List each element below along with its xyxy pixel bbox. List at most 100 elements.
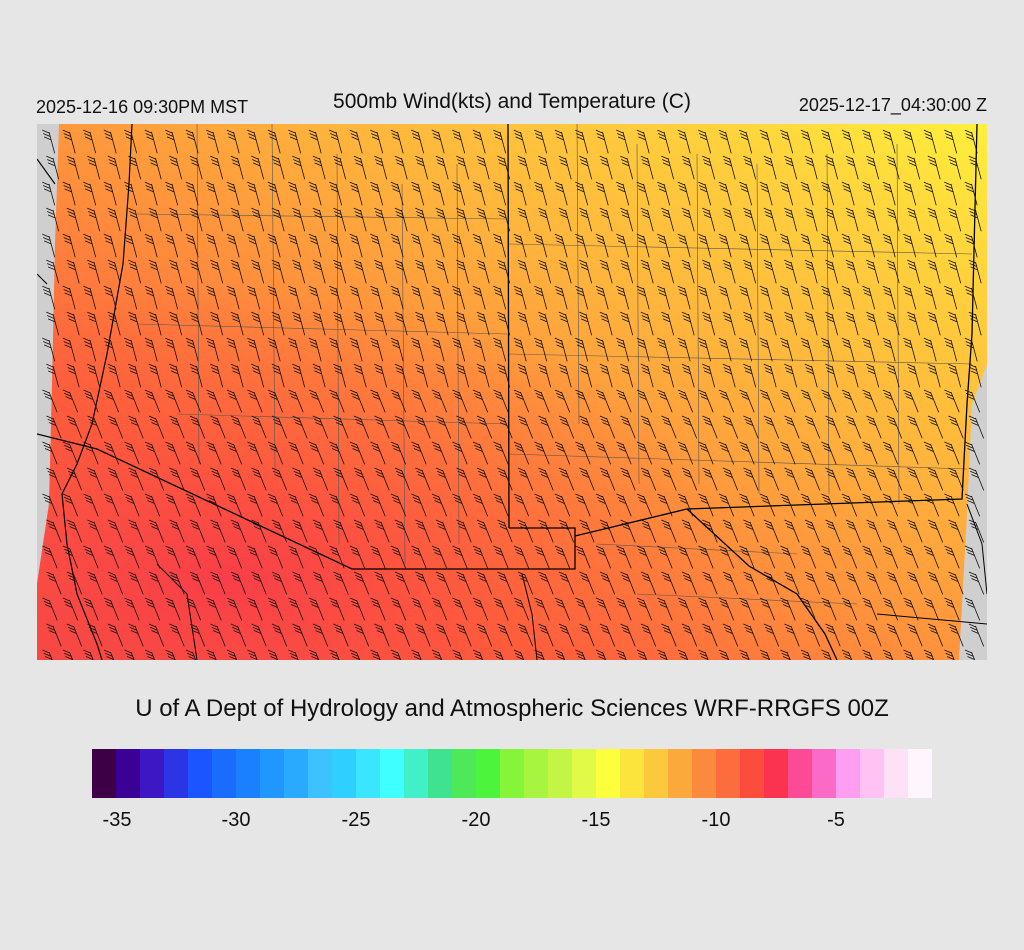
wind-barb (124, 545, 140, 569)
wind-barb (698, 129, 712, 154)
wind-barb (103, 337, 117, 362)
wind-barb (534, 181, 548, 206)
wind-barb (247, 597, 263, 621)
wind-barb (374, 467, 390, 491)
wind-barb (841, 129, 855, 154)
wind-barb (185, 389, 202, 413)
wind-barb (964, 129, 978, 154)
colorbar-swatch (548, 749, 573, 798)
colorbar-swatch (476, 749, 501, 798)
wind-barb (640, 311, 654, 336)
wind-barb (349, 285, 363, 310)
wind-barb (271, 207, 285, 232)
wind-barb (247, 493, 263, 517)
wind-barb (821, 493, 837, 517)
wind-barb (62, 233, 76, 258)
wind-barb (804, 155, 818, 180)
wind-barb (579, 311, 593, 336)
wind-barb (370, 597, 386, 621)
wind-barb (862, 545, 878, 569)
wind-barb (230, 259, 244, 284)
wind-barb (804, 415, 821, 439)
wind-barb (83, 181, 97, 206)
wind-barb (554, 441, 571, 465)
wind-barb (964, 181, 978, 206)
wind-barb (472, 233, 486, 258)
wind-barb (661, 259, 675, 284)
wind-barb (907, 207, 921, 232)
wind-barb (329, 129, 343, 154)
wind-barb (944, 181, 958, 206)
wind-barb (722, 571, 739, 595)
colorbar-swatch (236, 749, 261, 798)
wind-barb (862, 597, 878, 621)
wind-barb (882, 337, 896, 362)
wind-barb (784, 571, 800, 595)
wind-barb (185, 181, 199, 206)
county-boundary (176, 413, 508, 425)
wind-barb (476, 571, 493, 595)
wind-barb (411, 493, 427, 517)
wind-barb (968, 363, 982, 388)
wind-barb (636, 545, 653, 569)
wind-barb (948, 363, 962, 388)
wind-barb (472, 389, 489, 413)
colorbar-swatch (140, 749, 165, 798)
wind-barb (411, 181, 425, 206)
wind-barb (42, 337, 56, 362)
wind-barb (968, 415, 985, 439)
wind-barb (472, 597, 489, 621)
county-boundary (826, 153, 830, 495)
wind-barb (968, 311, 982, 336)
wind-barb (247, 181, 261, 206)
wind-barb (390, 545, 407, 569)
wind-barb (107, 311, 121, 336)
wind-barb (702, 363, 716, 388)
wind-barb (948, 623, 964, 647)
wind-barb (579, 259, 593, 284)
wind-barb (759, 129, 773, 154)
wind-barb (513, 285, 527, 310)
wind-barb (308, 129, 322, 154)
wind-barb (886, 571, 903, 595)
wind-barb (681, 311, 695, 336)
wind-barb (599, 623, 616, 647)
wind-barb (472, 493, 489, 517)
wind-barb (497, 311, 511, 336)
wind-barb (185, 493, 202, 517)
wind-barb (825, 259, 839, 284)
wind-barb (763, 467, 780, 491)
wind-barb (288, 233, 302, 258)
wind-barb (804, 311, 818, 336)
wind-barb (804, 467, 821, 491)
wind-barb (718, 337, 732, 362)
wind-barb (267, 493, 284, 517)
wind-barb (333, 571, 349, 595)
wind-barb (288, 389, 304, 413)
wind-barb (390, 597, 407, 621)
wind-barb (657, 389, 673, 413)
colorbar-swatch (164, 749, 189, 798)
wind-barb (841, 545, 858, 569)
wind-barb (394, 311, 408, 336)
wind-barb (230, 363, 244, 388)
wind-barb (538, 519, 554, 543)
wind-barb (124, 233, 138, 258)
wind-barb (435, 311, 449, 336)
wind-barb (497, 571, 513, 595)
wind-barb (739, 337, 753, 362)
wind-barb (763, 155, 777, 180)
wind-barb (452, 545, 468, 569)
wind-barb (595, 129, 609, 154)
wind-barb (595, 493, 612, 517)
wind-barb (743, 623, 759, 647)
wind-barb (534, 233, 548, 258)
wind-barb (677, 597, 694, 621)
wind-barb (189, 363, 203, 388)
wind-barb (333, 467, 349, 491)
wind-barb (452, 649, 463, 660)
wind-barb (636, 649, 648, 660)
wind-barb (415, 571, 431, 595)
wind-barb (83, 129, 97, 154)
wind-barb (497, 623, 513, 647)
